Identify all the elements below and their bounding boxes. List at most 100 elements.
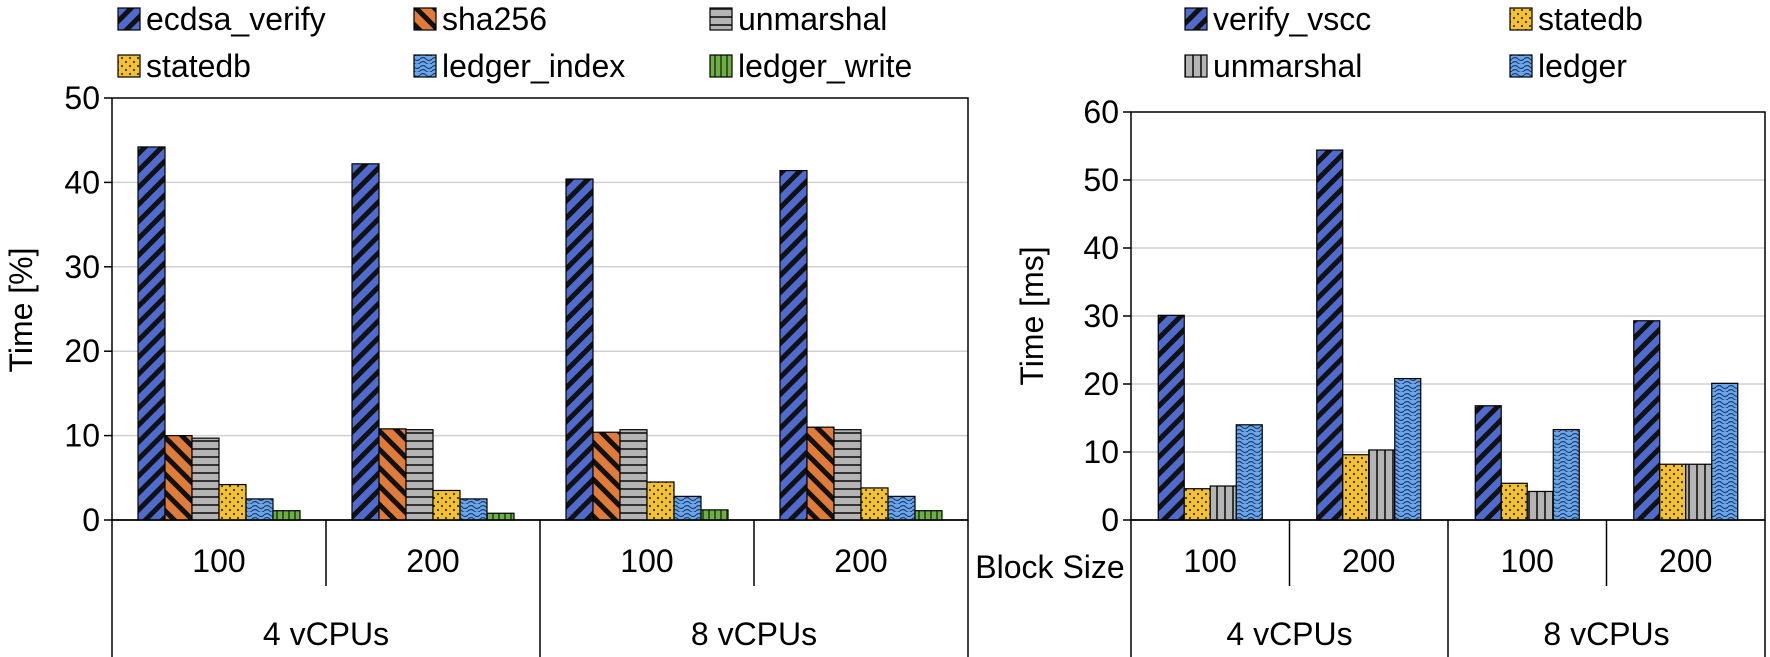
bar-verify-vscc bbox=[1157, 314, 1185, 521]
legend-label: ledger_index bbox=[442, 48, 625, 84]
bar-sha256 bbox=[806, 426, 835, 521]
bar-ledger bbox=[1711, 382, 1739, 521]
legend-label: unmarshal bbox=[738, 1, 887, 37]
legend-swatch bbox=[413, 54, 437, 78]
x-tick-label: 200 bbox=[834, 543, 887, 579]
left-y-tick-labels: 0 10 20 30 40 50 bbox=[64, 80, 112, 538]
legend-swatch bbox=[1184, 7, 1208, 31]
right-y-tick-labels: 0 10 20 30 40 50 60 bbox=[1083, 94, 1131, 538]
x-tick-label: 100 bbox=[620, 543, 673, 579]
legend-item: ecdsa_verify bbox=[117, 1, 326, 37]
left-x-category-axis: 100 200 100 200 4 vCPUs 8 vCPUs bbox=[111, 520, 969, 657]
bar-statedb bbox=[1342, 454, 1370, 521]
legend-swatch bbox=[117, 7, 141, 31]
legend-item: statedb bbox=[1509, 1, 1643, 37]
bar-ledger-index bbox=[673, 495, 702, 521]
bar-statedb bbox=[432, 489, 461, 521]
legend-label: statedb bbox=[1538, 1, 1643, 37]
bar-ecdsa-verify bbox=[137, 146, 166, 521]
legend-item: unmarshal bbox=[709, 1, 887, 37]
legend-swatch bbox=[709, 7, 733, 31]
x-group-label: 8 vCPUs bbox=[1543, 616, 1669, 652]
bar-ledger-write bbox=[700, 509, 729, 521]
left-chart: 0 10 20 30 40 50 Time [%] 100 200 100 200 4 vCPUs… bbox=[3, 1, 969, 657]
bar-ledger-write bbox=[486, 512, 515, 521]
y-tick-label: 40 bbox=[1083, 230, 1119, 266]
legend-item: sha256 bbox=[413, 1, 547, 37]
bar-verify-vscc bbox=[1474, 405, 1502, 521]
legend-swatch bbox=[709, 54, 733, 78]
x-tick-label: 100 bbox=[1501, 543, 1554, 579]
bar-verify-vscc bbox=[1316, 149, 1344, 521]
bar-ledger bbox=[1235, 424, 1263, 521]
y-tick-label: 40 bbox=[64, 164, 100, 200]
bar-unmarshal bbox=[1685, 463, 1713, 521]
bar-unmarshal bbox=[619, 429, 648, 521]
legend-item: ledger_write bbox=[709, 48, 912, 84]
legend-label: unmarshal bbox=[1213, 48, 1362, 84]
legend-swatch bbox=[1509, 54, 1533, 78]
legend-item: verify_vscc bbox=[1184, 1, 1371, 37]
left-gridlines bbox=[112, 181, 968, 437]
left-bars bbox=[112, 146, 968, 521]
bar-unmarshal bbox=[191, 437, 220, 521]
bar-ecdsa-verify bbox=[779, 169, 808, 521]
legend-item: unmarshal bbox=[1184, 48, 1362, 84]
bar-verify-vscc bbox=[1633, 320, 1661, 521]
legend-label: verify_vscc bbox=[1213, 1, 1371, 37]
legend-item: ledger_index bbox=[413, 48, 625, 84]
x-tick-label: 100 bbox=[192, 543, 245, 579]
bar-ecdsa-verify bbox=[351, 163, 380, 521]
bar-unmarshal bbox=[833, 429, 862, 521]
bar-ledger-index bbox=[245, 498, 274, 521]
y-tick-label: 60 bbox=[1083, 94, 1119, 130]
bar-ledger-index bbox=[459, 498, 488, 521]
x-tick-label: 200 bbox=[406, 543, 459, 579]
y-tick-label: 10 bbox=[64, 418, 100, 454]
right-x-axis-label: Block Size bbox=[975, 549, 1124, 585]
legend-swatch bbox=[117, 54, 141, 78]
right-y-axis-label: Time [ms] bbox=[1014, 246, 1050, 385]
x-group-label: 4 vCPUs bbox=[1226, 616, 1352, 652]
y-tick-label: 0 bbox=[82, 502, 100, 538]
legend-label: ledger_write bbox=[738, 48, 912, 84]
right-chart: 0 10 20 30 40 50 60 Time [ms] Block Size 100 20… bbox=[975, 1, 1766, 657]
bar-ledger bbox=[1552, 428, 1580, 521]
right-bars bbox=[1131, 149, 1765, 521]
y-tick-label: 30 bbox=[64, 249, 100, 285]
y-tick-label: 20 bbox=[64, 333, 100, 369]
right-gridlines bbox=[1131, 179, 1765, 453]
legend-item: statedb bbox=[117, 48, 251, 84]
y-tick-label: 20 bbox=[1083, 366, 1119, 402]
bar-ecdsa-verify bbox=[565, 178, 594, 521]
bar-unmarshal bbox=[1209, 485, 1237, 521]
y-tick-label: 50 bbox=[64, 80, 100, 116]
legend-swatch bbox=[413, 7, 437, 31]
x-tick-label: 200 bbox=[1659, 543, 1712, 579]
legend-swatch bbox=[1509, 7, 1533, 31]
x-group-label: 8 vCPUs bbox=[691, 616, 817, 652]
x-tick-label: 200 bbox=[1342, 543, 1395, 579]
bar-statedb bbox=[1500, 482, 1528, 521]
x-tick-label: 100 bbox=[1184, 543, 1237, 579]
legend-label: ledger bbox=[1538, 48, 1627, 84]
y-tick-label: 50 bbox=[1083, 162, 1119, 198]
bar-sha256 bbox=[592, 431, 621, 521]
x-group-label: 4 vCPUs bbox=[263, 616, 389, 652]
bar-ledger-write bbox=[914, 510, 943, 521]
bar-unmarshal bbox=[1526, 490, 1554, 521]
legend-label: statedb bbox=[146, 48, 251, 84]
bar-sha256 bbox=[164, 435, 193, 521]
y-tick-label: 10 bbox=[1083, 434, 1119, 470]
bar-unmarshal bbox=[405, 429, 434, 521]
bar-sha256 bbox=[378, 428, 407, 521]
legend-swatch bbox=[1184, 54, 1208, 78]
y-tick-label: 30 bbox=[1083, 298, 1119, 334]
bar-statedb bbox=[218, 483, 247, 521]
y-tick-label: 0 bbox=[1101, 502, 1119, 538]
bar-statedb bbox=[860, 487, 889, 521]
bar-statedb bbox=[646, 481, 675, 521]
legend-label: sha256 bbox=[442, 1, 547, 37]
bar-statedb bbox=[1183, 488, 1211, 521]
